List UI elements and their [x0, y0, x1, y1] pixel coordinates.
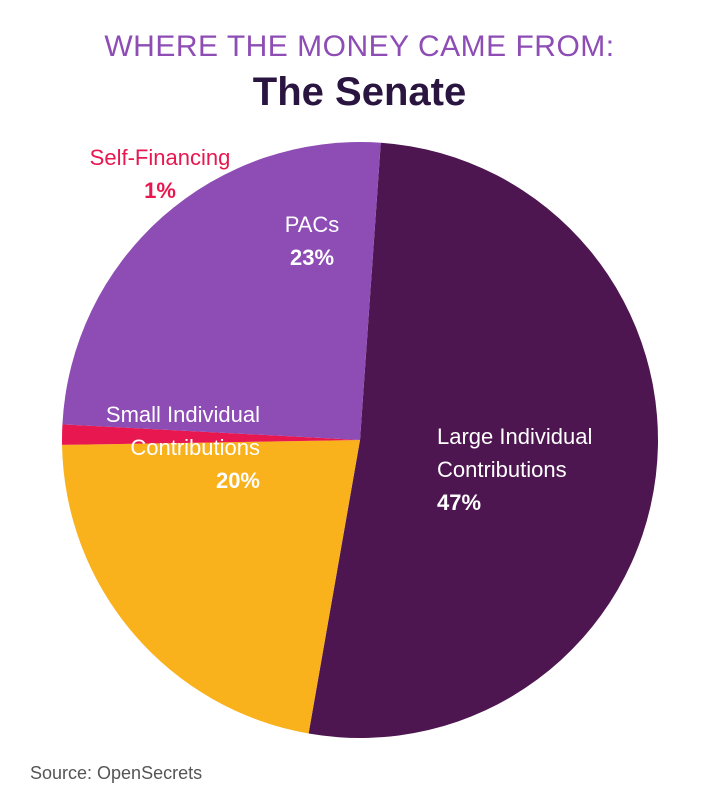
pie-slice: [308, 142, 659, 739]
slice-label: Self-Financing 1%: [60, 141, 260, 207]
category-label: PACs: [284, 212, 340, 237]
category-label: Self-Financing: [89, 145, 231, 170]
value-label: 1%: [144, 178, 176, 203]
category-label: Large Individual Contributions: [437, 424, 593, 482]
source-note: Source: OpenSecrets: [30, 763, 203, 783]
pie-slice: [62, 141, 381, 440]
value-label: 47%: [437, 490, 482, 515]
slice-label: Small Individual Contributions 20%: [60, 398, 260, 497]
chart-subtitle: The Senate: [252, 70, 467, 114]
slice-label: PACs 23%: [232, 208, 392, 274]
value-label: 23%: [289, 245, 335, 270]
category-label: Small Individual Contributions: [105, 402, 260, 460]
slice-label: Large Individual Contributions 47%: [437, 420, 677, 519]
chart-title: WHERE THE MONEY CAME FROM:: [104, 30, 615, 63]
value-label: 20%: [215, 468, 260, 493]
pie-slice: [62, 424, 360, 445]
pie-slice: [62, 440, 361, 734]
